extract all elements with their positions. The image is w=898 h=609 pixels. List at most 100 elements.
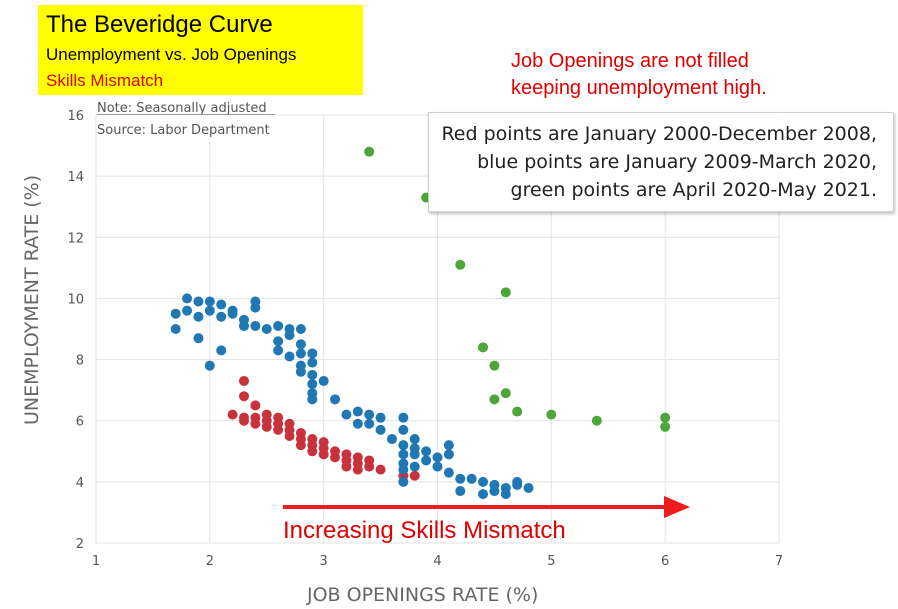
data-point-blue-point — [170, 308, 181, 319]
data-point-blue-point — [500, 489, 511, 500]
data-point-blue-point — [273, 345, 284, 356]
y-tick-label: 14 — [67, 170, 84, 185]
data-point-blue-point — [182, 305, 193, 316]
title-box: The Beveridge Curve Unemployment vs. Job… — [38, 5, 363, 95]
data-point-blue-point — [295, 339, 306, 350]
data-point-blue-point — [295, 324, 306, 334]
data-point-blue-point — [284, 330, 295, 341]
data-point-blue-point — [478, 489, 489, 500]
data-point-blue-point — [512, 476, 523, 487]
data-point-blue-point — [398, 440, 409, 451]
data-point-red-point — [318, 449, 329, 460]
y-tick-label: 6 — [76, 415, 84, 430]
data-point-blue-point — [421, 455, 432, 466]
data-point-blue-point — [273, 336, 284, 347]
data-point-blue-point — [182, 293, 193, 304]
data-point-blue-point — [204, 305, 215, 316]
data-point-blue-point — [204, 360, 215, 371]
data-point-green-point — [500, 388, 511, 399]
data-point-red-point — [409, 470, 420, 481]
x-tick-label: 5 — [547, 554, 555, 569]
data-point-red-point — [352, 464, 363, 475]
x-tick-label: 2 — [206, 554, 214, 569]
data-point-red-point — [364, 461, 375, 472]
legend-blue: blue points are January 2009-March 2020, — [477, 151, 877, 173]
data-point-blue-point — [386, 434, 397, 445]
data-point-green-point — [591, 415, 602, 426]
data-point-blue-point — [193, 296, 204, 307]
x-tick-label: 4 — [433, 554, 441, 569]
data-point-blue-point — [375, 412, 386, 423]
x-axis-label: JOB OPENINGS RATE (%) — [306, 584, 538, 606]
arrow-label: Increasing Skills Mismatch — [283, 517, 566, 544]
data-point-blue-point — [478, 476, 489, 487]
y-tick-label: 4 — [76, 476, 84, 491]
data-point-blue-point — [295, 366, 306, 377]
data-point-blue-point — [398, 476, 409, 487]
legend-box: Red points are January 2000-December 200… — [428, 112, 894, 212]
arrow-head-icon — [664, 496, 690, 518]
note-seasonal: Note: Seasonally adjusted — [97, 101, 267, 116]
data-point-red-point — [261, 421, 272, 432]
headline-annotation: Job Openings are not filled keeping unem… — [511, 48, 767, 102]
data-point-blue-point — [364, 409, 375, 420]
data-point-blue-point — [398, 464, 409, 475]
x-tick-label: 7 — [775, 554, 783, 569]
data-point-blue-point — [193, 311, 204, 322]
data-point-blue-point — [341, 409, 352, 420]
data-point-red-point — [250, 418, 261, 429]
data-point-blue-point — [307, 357, 318, 368]
headline-line-1: Job Openings are not filled — [511, 50, 749, 72]
chart-title: The Beveridge Curve — [46, 11, 273, 38]
skills-mismatch-arrow: Increasing Skills Mismatch — [283, 496, 690, 544]
data-point-blue-point — [432, 452, 443, 463]
data-point-green-point — [546, 409, 557, 420]
data-point-blue-point — [204, 296, 215, 307]
data-point-blue-point — [261, 324, 272, 334]
data-point-blue-point — [307, 369, 318, 380]
data-point-green-point — [478, 342, 489, 353]
data-point-blue-point — [409, 449, 420, 460]
data-point-blue-point — [216, 345, 227, 356]
data-point-blue-point — [466, 473, 477, 484]
y-axis-label: UNEMPLOYMENT RATE (%) — [21, 175, 43, 425]
y-tick-label: 8 — [76, 354, 84, 369]
data-point-red-point — [238, 391, 249, 402]
data-point-blue-point — [523, 482, 534, 493]
data-point-green-point — [500, 287, 511, 298]
data-point-blue-point — [170, 324, 181, 334]
y-tick-label: 16 — [67, 109, 84, 124]
data-point-green-point — [364, 146, 375, 157]
data-point-blue-point — [330, 394, 341, 405]
data-point-blue-point — [227, 308, 238, 319]
data-point-red-point — [227, 409, 238, 420]
data-point-blue-point — [409, 461, 420, 472]
data-point-blue-point — [432, 461, 443, 472]
y-tick-label: 12 — [67, 231, 84, 246]
data-point-red-point — [238, 415, 249, 426]
data-point-red-point — [330, 452, 341, 463]
data-point-red-point — [250, 400, 261, 411]
data-point-green-point — [512, 406, 523, 417]
legend-green: green points are April 2020-May 2021. — [510, 179, 877, 201]
chart-subtitle-skills: Skills Mismatch — [46, 71, 164, 90]
data-point-blue-point — [238, 320, 249, 331]
data-point-blue-point — [421, 446, 432, 457]
data-point-blue-point — [398, 449, 409, 460]
data-point-blue-point — [455, 473, 466, 484]
legend-red: Red points are January 2000-December 200… — [441, 123, 877, 145]
data-point-blue-point — [307, 379, 318, 390]
data-point-blue-point — [364, 418, 375, 429]
y-tick-label: 2 — [76, 537, 84, 552]
scatter-points — [170, 146, 671, 500]
data-point-blue-point — [295, 348, 306, 359]
data-point-green-point — [489, 360, 500, 371]
data-point-blue-point — [398, 412, 409, 423]
data-point-green-point — [455, 259, 466, 270]
data-point-blue-point — [409, 434, 420, 445]
y-tick-label: 10 — [67, 292, 84, 307]
data-point-blue-point — [352, 418, 363, 429]
source-note: Note: Seasonally adjusted Source: Labor … — [97, 98, 270, 142]
data-point-red-point — [295, 440, 306, 451]
data-point-blue-point — [307, 394, 318, 405]
